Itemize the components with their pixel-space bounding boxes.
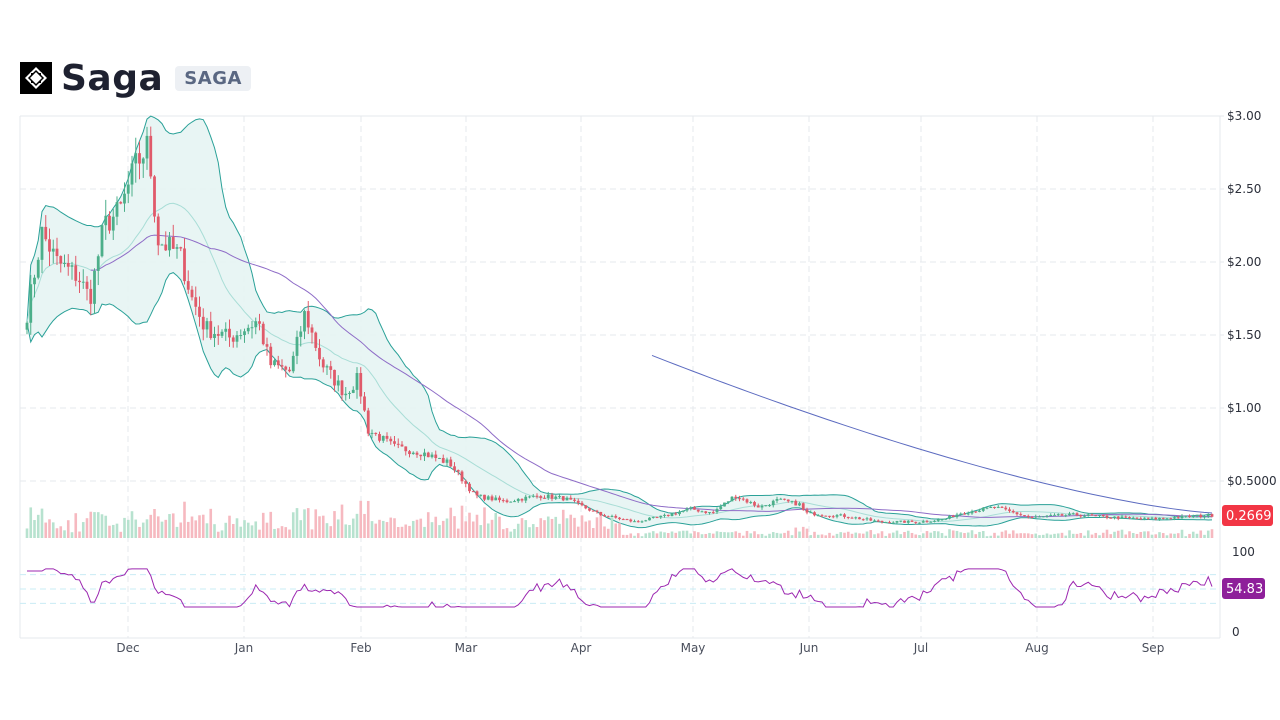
candlesticks xyxy=(25,126,1214,525)
svg-text:Feb: Feb xyxy=(350,641,371,655)
svg-text:Sep: Sep xyxy=(1142,641,1165,655)
svg-text:0: 0 xyxy=(1232,625,1240,639)
ticker-badge: SAGA xyxy=(175,65,251,91)
svg-text:$2.50: $2.50 xyxy=(1227,182,1261,196)
value-badges: 0.2669 54.83 xyxy=(1222,505,1273,599)
chart-axes: $3.00 $2.50 $2.00 $1.50 $1.00 $0.5000 100 0 Dec J… xyxy=(116,109,1276,655)
svg-text:Apr: Apr xyxy=(571,641,592,655)
svg-text:May: May xyxy=(681,641,706,655)
saga-logo-icon xyxy=(20,62,52,94)
svg-text:Aug: Aug xyxy=(1025,641,1048,655)
moving-averages xyxy=(90,234,1213,518)
svg-text:$0.5000: $0.5000 xyxy=(1227,474,1277,488)
svg-text:Dec: Dec xyxy=(116,641,139,655)
svg-text:$1.00: $1.00 xyxy=(1227,401,1261,415)
svg-text:Jul: Jul xyxy=(913,641,928,655)
chart-grid xyxy=(19,115,1221,639)
svg-text:Mar: Mar xyxy=(455,641,478,655)
svg-text:0.2669: 0.2669 xyxy=(1226,509,1272,524)
svg-text:$1.50: $1.50 xyxy=(1227,328,1261,342)
svg-text:$2.00: $2.00 xyxy=(1227,255,1261,269)
svg-text:Jun: Jun xyxy=(799,641,819,655)
svg-text:100: 100 xyxy=(1232,545,1255,559)
asset-title: Saga xyxy=(61,57,164,99)
asset-header: Saga SAGA xyxy=(20,56,251,100)
svg-text:$3.00: $3.00 xyxy=(1227,109,1261,123)
svg-text:Jan: Jan xyxy=(234,641,254,655)
bollinger-bands xyxy=(26,115,1213,529)
volume-bars xyxy=(25,500,1214,538)
rsi-panel xyxy=(20,568,1220,608)
svg-text:54.83: 54.83 xyxy=(1226,582,1263,597)
